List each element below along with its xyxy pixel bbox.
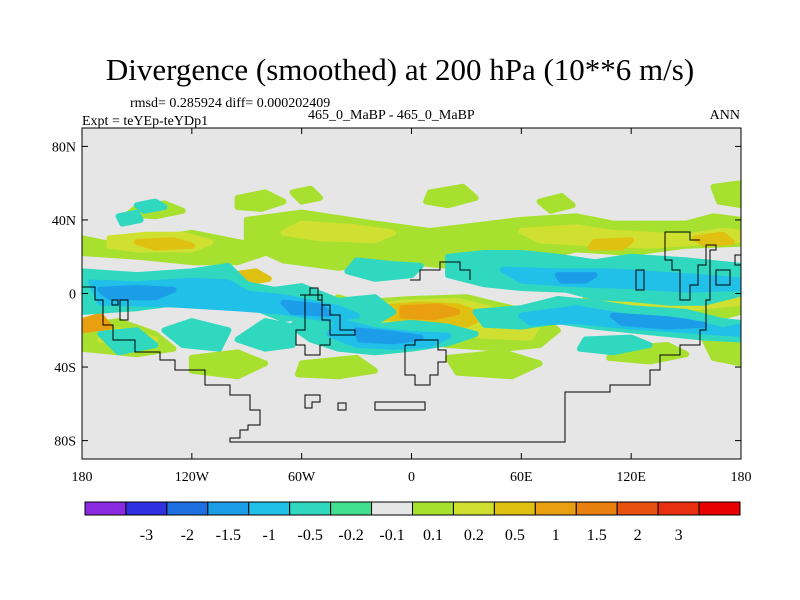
y-tick-label: 80S [54,435,76,450]
x-tick-label: 0 [408,470,415,485]
contour-region-neg1 [161,318,232,352]
y-tick-label: 0 [69,288,76,303]
colorbar-swatch [289,501,332,516]
colorbar-swatch [452,501,495,516]
contour-region-pos3 [133,237,195,251]
contour-region-pos2 [280,220,397,244]
contour-region-pos1 [295,354,378,380]
case-label: 465_0_MaBP - 465_0_MaBP [308,108,475,123]
contour-region-pos1 [710,180,741,209]
colorbar-label: 2 [634,527,642,544]
chart-title: Divergence (smoothed) at 200 hPa (10**6 … [105,52,695,87]
contour-region-pos1 [289,185,323,205]
contour-region-neg1 [97,327,159,356]
colorbar-swatch [207,501,250,516]
contour-region-pos1 [445,349,543,380]
contour-region-pos3 [587,237,635,251]
x-tick-label: 60W [288,470,316,485]
colorbar-label: -1.5 [216,527,241,544]
contour-region-pos4 [82,312,113,334]
colorbar-label: 0.5 [505,527,525,544]
x-tick-label: 180 [72,470,93,485]
colorbar-swatch [330,501,373,516]
coastline-africa [404,261,471,386]
contour-region-pos1 [188,349,269,380]
y-tick-label: 40S [54,361,76,376]
contour-region-neg3 [609,312,708,330]
contour-region-neg1 [344,257,424,282]
colorbar-label: 0.1 [423,527,443,544]
colorbar-swatch [248,501,291,516]
y-tick-label: 40N [52,214,76,229]
y-tick-label: 80N [52,140,76,155]
expt-label: Expt = teYEp-teYDp1 [82,114,209,129]
x-tick-label: 120W [175,470,210,485]
colorbar-swatch [698,501,741,516]
colorbar-swatch [534,501,577,516]
contour-region-neg3 [554,272,598,284]
axis-ticks: 180 120W 60W 0 60E 120E 180 80N 40N 0 40S 80S [52,128,752,485]
colorbar-label: -1 [263,527,276,544]
colorbar-swatch [575,501,618,516]
colorbar-swatch [657,501,700,516]
contour-region-neg1 [133,198,168,214]
colorbar-swatch [166,501,209,516]
contour-region-pos1 [423,183,479,209]
contour-region-neg3 [97,285,177,301]
coastlines [82,231,741,443]
contour-region-neg3 [353,327,424,345]
contour-region-neg1 [234,318,296,352]
coastline-americas [82,231,717,443]
colorbar-swatch [371,501,413,516]
coastline-south-america [295,287,356,356]
x-tick-label: 180 [731,470,752,485]
contour-region-pos4 [399,303,461,321]
colorbar-label: -0.2 [338,527,363,544]
colorbar-label: -0.1 [379,527,404,544]
colorbar-swatch [84,501,127,516]
contour-region-neg3 [280,299,333,317]
contour-region-pos1 [536,193,576,214]
colorbar-swatch [412,501,454,516]
contour-region-pos3 [692,231,735,247]
period-label: ANN [709,108,740,123]
x-tick-label: 60E [510,470,533,485]
coastline-islands [111,254,741,411]
colorbar-swatch [616,501,659,516]
contour-region-neg1 [115,209,144,227]
colorbar-label: 0.2 [464,527,484,544]
colorbar-label: 3 [675,527,683,544]
colorbar-label: 1.5 [587,527,607,544]
contour-fills [82,180,741,380]
x-tick-label: 120E [616,470,646,485]
contour-region-neg1 [576,334,653,356]
colorbar-label: 1 [552,527,560,544]
colorbar-label: -3 [140,527,153,544]
colorbar-swatch [125,501,168,516]
contour-region-pos1 [234,189,287,212]
colorbar: -3 -2 -1.5 -1 -0.5 -0.2 -0.1 0.1 0.2 0.5 1 1.5 2 3 [84,501,741,544]
colorbar-label: -0.5 [297,527,322,544]
colorbar-label: -2 [181,527,194,544]
colorbar-swatch [493,501,536,516]
stats-label: rmsd= 0.285924 diff= 0.000202409 [130,96,331,111]
